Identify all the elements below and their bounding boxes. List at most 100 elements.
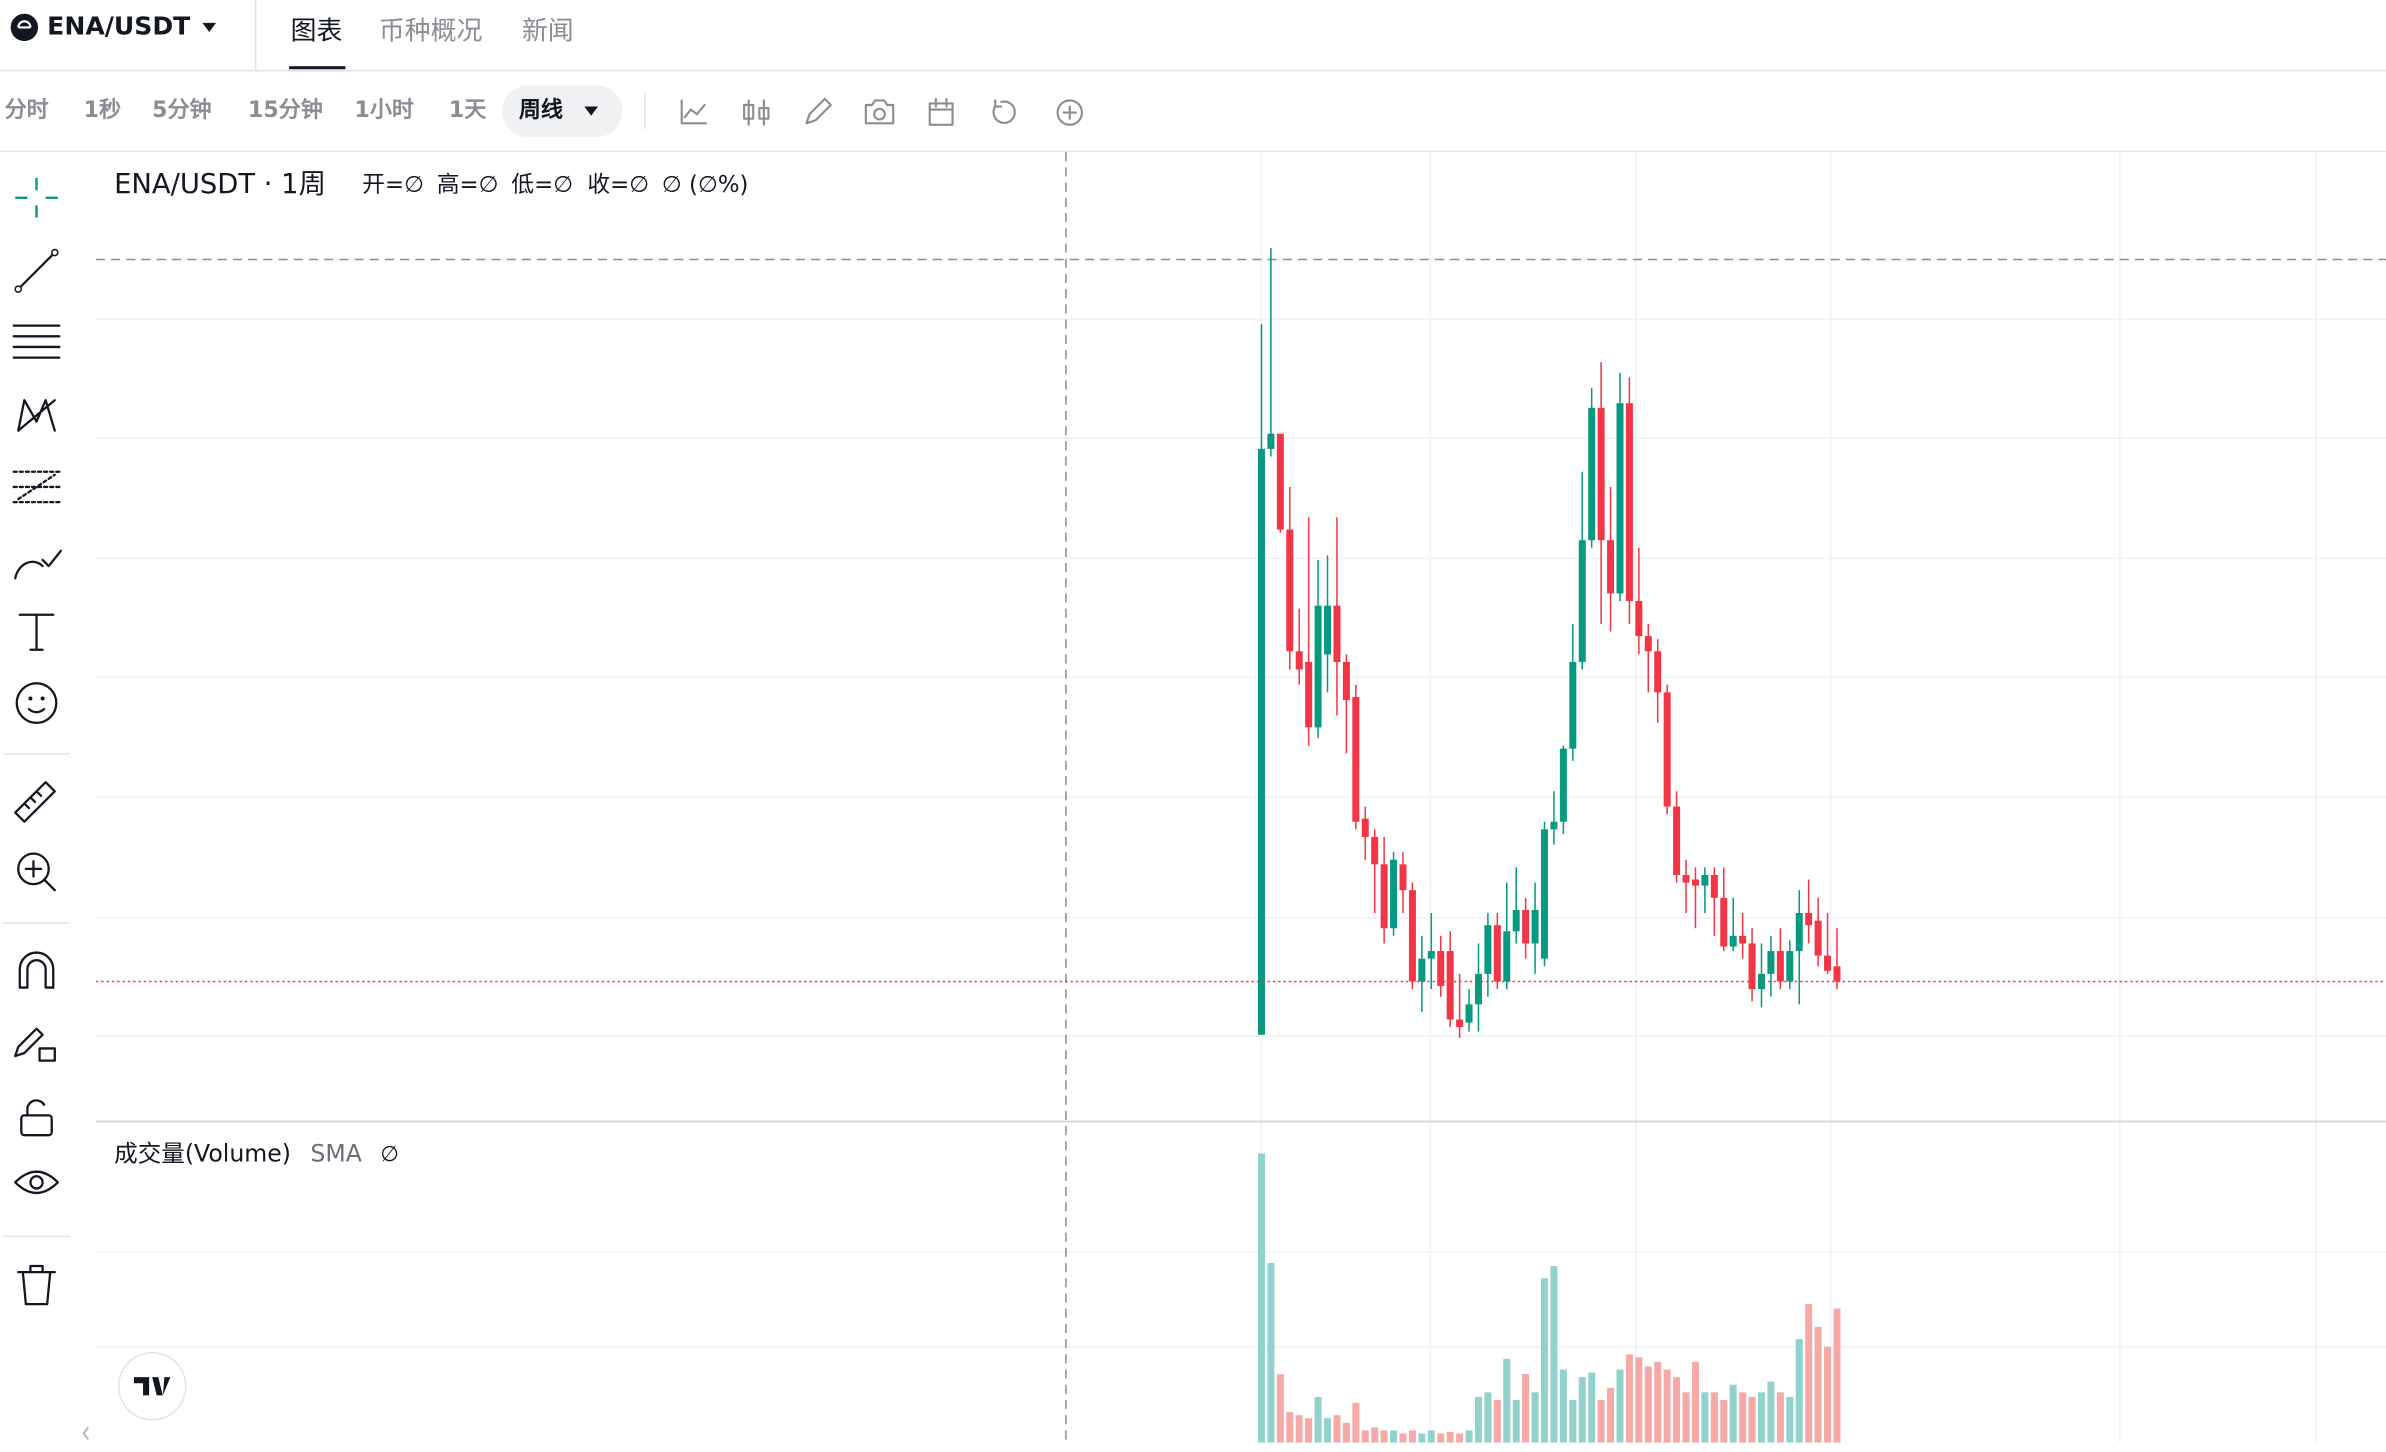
volume-bar [1437,1433,1445,1443]
emoji-tool[interactable] [15,682,58,724]
candle-icon[interactable] [743,99,770,126]
volume-bar [1456,1433,1464,1443]
interval[interactable]: 分时 [5,98,49,123]
volume-bar [1541,1278,1549,1443]
volume-bar [1720,1399,1728,1443]
volume-sma-value: ∅ [380,1142,399,1167]
volume-bar [1569,1399,1577,1443]
volume-bar [1607,1387,1615,1443]
candle-body [1729,935,1737,947]
tab[interactable]: 币种概况 [379,16,483,46]
volume-title: 成交量(Volume) [114,1139,291,1167]
volume-bar [1729,1384,1737,1443]
candle-body [1644,636,1652,652]
volume-bar [1305,1418,1313,1443]
volume-bar [1474,1396,1482,1443]
visibility-tool[interactable] [14,1170,59,1195]
candle-body [1427,951,1435,959]
candle-body [1748,943,1756,990]
candle-body [1465,1004,1473,1023]
volume-bar [1776,1392,1784,1443]
volume-bar [1390,1430,1398,1443]
crosshair-tool[interactable] [15,178,58,218]
draw-icon[interactable] [805,97,832,125]
interval[interactable]: 1秒 [84,98,121,123]
lock-tool[interactable] [20,1099,53,1137]
ruler-tool[interactable] [14,781,56,823]
chart-type-icon[interactable] [680,99,708,125]
candle-body [1295,651,1303,670]
legend-item: 低=∅ [511,172,573,198]
candle-body [1663,692,1671,807]
add-icon[interactable] [1056,99,1083,126]
interval[interactable]: 1天 [449,98,487,123]
lock-draw-tool[interactable] [14,1027,56,1062]
volume-bar [1701,1392,1709,1443]
forecast-tool[interactable] [12,470,61,504]
volume-bar [1748,1396,1756,1443]
candle-body [1522,909,1530,944]
candle-body [1691,879,1699,886]
volume-bar [1465,1430,1473,1443]
volume-bar [1559,1369,1567,1443]
grid [95,152,2386,1443]
coin-logo-mark [17,20,32,29]
candle-body [1824,955,1832,971]
candle-body [1541,829,1549,959]
candle-body [1503,931,1511,982]
volume-bar [1814,1326,1822,1443]
collapse-toggle[interactable] [82,1426,89,1441]
zoom-tool[interactable] [17,852,56,892]
candle-body [1739,935,1747,944]
candle-body [1408,890,1416,982]
candle-body [1276,433,1284,530]
volume-bar [1399,1433,1407,1443]
candle-body [1588,407,1596,541]
delete-tool[interactable] [17,1264,56,1306]
candle-body [1371,836,1379,865]
symbol-dropdown[interactable] [202,22,217,32]
candle-body [1833,966,1841,982]
text-tool[interactable] [18,613,55,651]
interval[interactable]: 15分钟 [248,97,323,123]
reset-icon[interactable] [992,99,1016,124]
brush-tool[interactable] [14,549,63,580]
volume-bar [1503,1358,1511,1443]
volume-bar [1446,1431,1454,1443]
volume-bar [1805,1304,1813,1443]
snapshot-icon[interactable] [864,99,895,125]
symbol[interactable]: ENA/USDT [47,11,190,40]
volume-bar [1625,1354,1633,1443]
volume-bar [1616,1369,1624,1443]
calendar-icon[interactable] [928,97,954,126]
chart-title: ENA/USDT · 1周 [114,169,326,200]
interval-dropdown[interactable] [584,106,599,116]
fib-tool[interactable] [12,324,61,359]
volume-bar [1786,1396,1794,1443]
candle-body [1625,403,1633,602]
tv-logo[interactable] [117,1352,187,1421]
volume-bar [1371,1427,1379,1443]
volume-bar [1691,1361,1699,1443]
volume-bar [1484,1392,1492,1443]
tab[interactable]: 新闻 [522,16,574,46]
interval[interactable]: 1小时 [355,98,414,123]
interval[interactable]: 5分钟 [152,97,211,123]
candle-body [1758,973,1766,990]
candle-body [1673,806,1681,875]
candle-body [1342,661,1350,700]
trendline-tool[interactable] [14,248,59,293]
volume-bar [1522,1374,1530,1443]
candle-body [1474,973,1482,1005]
volume-bar [1286,1412,1294,1443]
magnet-tool[interactable] [18,951,55,989]
pattern-tool[interactable] [17,399,56,432]
candle-body [1484,925,1492,974]
candle-body [1805,913,1813,926]
candle-body [1569,661,1577,749]
volume-bar [1644,1366,1652,1443]
tab[interactable]: 图表 [291,16,343,46]
interval[interactable]: 周线 [519,97,563,123]
